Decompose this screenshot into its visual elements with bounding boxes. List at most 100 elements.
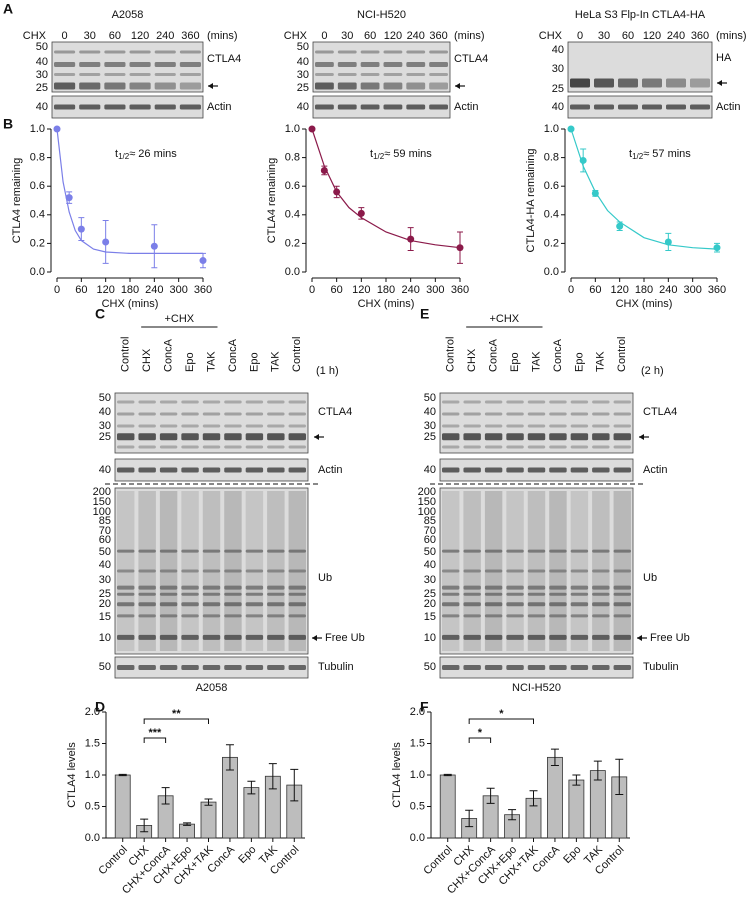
smear (202, 491, 221, 651)
mw-marker: 30 (424, 420, 436, 432)
error-bar (465, 809, 474, 828)
band (383, 82, 403, 90)
blot (114, 487, 309, 655)
error-bar (486, 787, 495, 804)
band (129, 62, 151, 67)
y-tick-label: 0.4 (30, 209, 45, 221)
band (506, 634, 524, 640)
band (570, 104, 590, 110)
band (202, 569, 221, 573)
band (549, 614, 567, 618)
band (429, 82, 448, 90)
panel-label: D (95, 699, 105, 715)
y-tick-label: 0.2 (30, 237, 45, 249)
lane-label: TAK (270, 351, 282, 372)
band (463, 634, 481, 640)
band (117, 665, 135, 670)
band (506, 585, 524, 590)
y-axis-label: CTLA4 levels (391, 742, 403, 808)
band (138, 602, 156, 607)
y-tick-label: 1.0 (30, 123, 45, 135)
band (592, 569, 610, 573)
band (549, 569, 567, 573)
band (224, 400, 242, 404)
loading-label: Actin (318, 464, 342, 476)
unit-label: (mins) (716, 30, 747, 42)
tubulin-label: Tubulin (643, 661, 679, 673)
lane-label: 0 (321, 30, 327, 42)
x-axis-label: CHX (mins) (358, 298, 415, 310)
data-point (407, 235, 415, 243)
band (181, 433, 199, 441)
band (527, 665, 546, 670)
band (484, 467, 503, 473)
band (618, 78, 638, 88)
lane-label: CHX (466, 348, 478, 372)
band (666, 78, 686, 88)
mw-marker: 25 (424, 588, 436, 600)
band (267, 549, 285, 553)
band (129, 50, 151, 54)
mw-marker: 50 (36, 41, 48, 53)
error-bar (183, 822, 192, 826)
band (179, 62, 201, 67)
smear (527, 491, 546, 651)
band (181, 585, 199, 590)
loading-label: Actin (643, 464, 667, 476)
band (570, 424, 589, 428)
arrow-head (455, 83, 460, 89)
significance-bracket (143, 737, 167, 743)
band (484, 614, 503, 618)
band (267, 412, 285, 416)
band (337, 82, 357, 90)
band (613, 424, 631, 428)
cell-line-caption: NCI-H520 (512, 682, 561, 694)
data-point (320, 166, 328, 174)
band (159, 400, 178, 404)
band (549, 549, 567, 553)
band (245, 412, 264, 416)
band (594, 78, 614, 88)
band (267, 665, 285, 670)
band (267, 585, 285, 590)
band (463, 665, 481, 670)
band (179, 50, 201, 54)
band (527, 585, 546, 590)
band (442, 665, 460, 670)
band (54, 104, 76, 110)
band (592, 433, 610, 441)
band (360, 50, 380, 54)
band (181, 569, 199, 573)
band (613, 592, 631, 596)
band (429, 73, 448, 76)
y-tick-label: 1.0 (85, 769, 100, 781)
band (117, 549, 135, 553)
smear (288, 491, 306, 651)
mw-marker: 30 (99, 574, 111, 586)
band (202, 665, 221, 670)
band (527, 549, 546, 553)
band (484, 634, 503, 640)
band (159, 602, 178, 607)
significance-label: ** (172, 708, 181, 720)
band (288, 569, 306, 573)
mw-marker: 40 (424, 406, 436, 418)
mw-marker: 85 (424, 515, 436, 527)
mw-marker: 25 (99, 431, 111, 443)
target-label: CTLA4 (318, 406, 352, 418)
band (570, 433, 589, 441)
band (79, 73, 101, 76)
lane-label: 60 (364, 30, 376, 42)
band (570, 614, 589, 618)
bar (114, 774, 131, 839)
mw-marker: 50 (99, 392, 111, 404)
band (592, 400, 610, 404)
band (245, 602, 264, 607)
mw-marker: 40 (552, 101, 564, 113)
y-tick-label: 1.5 (410, 737, 425, 749)
mw-marker: 100 (93, 506, 111, 518)
band (181, 400, 199, 404)
mw-marker: 40 (424, 464, 436, 476)
band (117, 592, 135, 596)
band (117, 634, 135, 640)
